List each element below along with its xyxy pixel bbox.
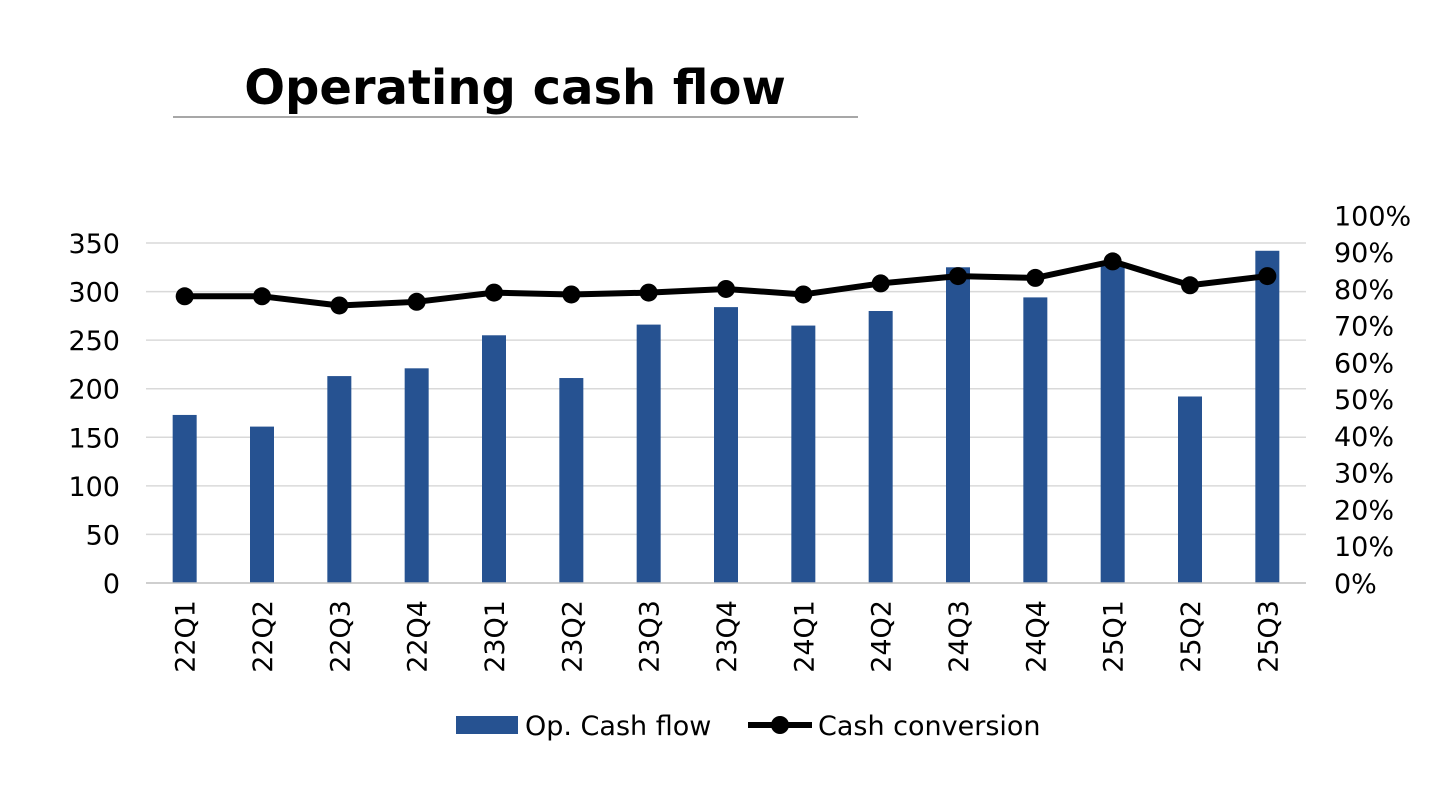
y-tick-label: 250 — [68, 326, 120, 357]
point-25q2 — [1181, 276, 1199, 295]
bar-22q3 — [327, 376, 352, 583]
x-tick-label: 25Q1 — [1099, 600, 1130, 673]
x-tick-label: 25Q2 — [1176, 600, 1207, 673]
bar-23q1 — [482, 335, 506, 583]
bar-series — [172, 250, 1280, 583]
x-tick-label: 22Q3 — [325, 600, 356, 673]
x-tick-label: 23Q4 — [712, 600, 743, 673]
y2-tick-label: 100% — [1334, 201, 1411, 232]
x-tick-label: 24Q3 — [944, 600, 975, 673]
point-23q1 — [485, 283, 503, 302]
y-tick-label: 50 — [86, 520, 120, 551]
point-22q3 — [330, 296, 349, 315]
bar-22q1 — [172, 414, 197, 583]
point-23q2 — [562, 285, 581, 304]
point-22q4 — [407, 292, 426, 311]
bar-25q1 — [1100, 262, 1125, 583]
x-tick-label: 23Q3 — [635, 600, 666, 673]
bar-22q2 — [250, 426, 274, 583]
bar-25q2 — [1178, 396, 1202, 583]
y2-tick-label: 20% — [1334, 495, 1394, 526]
legend-swatch-marker — [771, 716, 789, 734]
y-tick-label: 200 — [68, 375, 120, 406]
point-22q2 — [253, 287, 271, 306]
y2-tick-label: 0% — [1334, 569, 1377, 600]
bar-24q4 — [1023, 297, 1048, 583]
y-axis-right: 0% 10% 20% 30% 40% 50% 60% 70% 80% 90% 100% — [1334, 201, 1411, 600]
y2-tick-label: 90% — [1334, 238, 1394, 269]
y2-tick-label: 60% — [1334, 348, 1394, 379]
x-axis: 22Q1 22Q2 22Q3 22Q4 23Q1 23Q2 23Q3 23Q4 24Q1 24Q2… — [171, 600, 1285, 673]
point-24q2 — [871, 274, 890, 293]
y-tick-label: 0 — [103, 569, 120, 600]
y-tick-label: 350 — [68, 229, 120, 260]
legend: Op. Cash flow Cash conversion — [456, 711, 1041, 742]
point-22q1 — [175, 287, 194, 306]
bar-23q3 — [636, 324, 661, 583]
y2-tick-label: 70% — [1334, 312, 1394, 343]
point-24q4 — [1026, 268, 1045, 287]
bar-25q3 — [1255, 250, 1280, 583]
point-24q3 — [949, 267, 967, 286]
y-tick-label: 150 — [68, 423, 120, 454]
point-23q4 — [717, 279, 735, 298]
bar-23q2 — [559, 378, 584, 583]
x-tick-label: 24Q2 — [867, 600, 898, 673]
line-series — [175, 252, 1277, 315]
x-tick-label: 22Q2 — [248, 600, 279, 673]
bar-22q4 — [404, 368, 429, 583]
bar-23q4 — [714, 307, 738, 583]
bar-24q2 — [868, 311, 893, 583]
point-25q1 — [1103, 252, 1122, 271]
legend-swatch-op-cash-flow — [456, 716, 518, 734]
x-tick-label: 22Q1 — [171, 600, 202, 673]
y-tick-label: 300 — [68, 278, 120, 309]
point-24q1 — [794, 285, 813, 304]
y2-tick-label: 80% — [1334, 275, 1394, 306]
chart-title: Operating cash flow — [244, 60, 786, 116]
y2-tick-label: 30% — [1334, 459, 1394, 490]
point-23q3 — [639, 283, 658, 302]
y-tick-label: 100 — [68, 472, 120, 503]
y2-tick-label: 50% — [1334, 385, 1394, 416]
x-tick-label: 24Q1 — [789, 600, 820, 673]
x-tick-label: 24Q4 — [1021, 600, 1052, 673]
legend-label-op-cash-flow: Op. Cash flow — [525, 711, 711, 742]
y2-tick-label: 40% — [1334, 422, 1394, 453]
y2-tick-label: 10% — [1334, 532, 1394, 563]
point-25q3 — [1258, 267, 1277, 286]
x-tick-label: 23Q1 — [480, 600, 511, 673]
x-tick-label: 23Q2 — [557, 600, 588, 673]
legend-label-cash-conversion: Cash conversion — [818, 711, 1041, 742]
x-tick-label: 22Q4 — [403, 600, 434, 673]
x-tick-label: 25Q3 — [1253, 600, 1284, 673]
bar-24q3 — [946, 267, 970, 583]
y-axis-left: 0 50 100 150 200 250 300 350 — [68, 229, 120, 600]
bar-24q1 — [791, 325, 816, 583]
